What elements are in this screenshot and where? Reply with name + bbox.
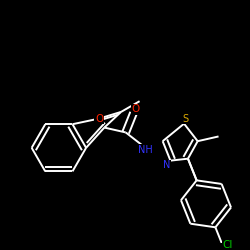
Text: S: S — [182, 114, 188, 124]
Text: NH: NH — [138, 145, 152, 155]
Text: O: O — [95, 114, 103, 124]
Text: N: N — [163, 160, 170, 170]
Text: Cl: Cl — [222, 240, 233, 250]
Text: O: O — [131, 104, 140, 114]
